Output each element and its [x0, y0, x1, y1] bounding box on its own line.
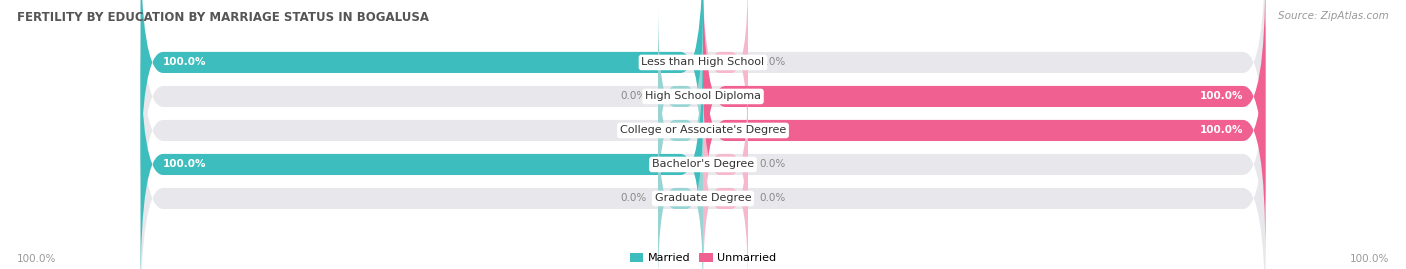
Text: 0.0%: 0.0%: [620, 125, 647, 136]
Text: 100.0%: 100.0%: [17, 254, 56, 264]
FancyBboxPatch shape: [658, 107, 703, 269]
FancyBboxPatch shape: [703, 0, 748, 154]
Text: FERTILITY BY EDUCATION BY MARRIAGE STATUS IN BOGALUSA: FERTILITY BY EDUCATION BY MARRIAGE STATU…: [17, 11, 429, 24]
Text: Less than High School: Less than High School: [641, 58, 765, 68]
Legend: Married, Unmarried: Married, Unmarried: [630, 253, 776, 263]
FancyBboxPatch shape: [141, 39, 703, 269]
Text: 0.0%: 0.0%: [759, 160, 786, 169]
FancyBboxPatch shape: [141, 0, 703, 188]
Text: 0.0%: 0.0%: [620, 91, 647, 101]
Text: Graduate Degree: Graduate Degree: [655, 193, 751, 203]
FancyBboxPatch shape: [703, 73, 748, 256]
Text: 100.0%: 100.0%: [1199, 125, 1243, 136]
FancyBboxPatch shape: [141, 73, 1265, 269]
FancyBboxPatch shape: [703, 0, 1265, 222]
Text: Source: ZipAtlas.com: Source: ZipAtlas.com: [1278, 11, 1389, 21]
Text: 100.0%: 100.0%: [1199, 91, 1243, 101]
Text: High School Diploma: High School Diploma: [645, 91, 761, 101]
FancyBboxPatch shape: [658, 39, 703, 222]
FancyBboxPatch shape: [141, 39, 1265, 269]
Text: 0.0%: 0.0%: [759, 193, 786, 203]
FancyBboxPatch shape: [141, 0, 1265, 222]
Text: College or Associate's Degree: College or Associate's Degree: [620, 125, 786, 136]
Text: Bachelor's Degree: Bachelor's Degree: [652, 160, 754, 169]
Text: 0.0%: 0.0%: [759, 58, 786, 68]
Text: 100.0%: 100.0%: [163, 58, 207, 68]
Text: 100.0%: 100.0%: [1350, 254, 1389, 264]
FancyBboxPatch shape: [703, 5, 1265, 256]
FancyBboxPatch shape: [141, 0, 1265, 188]
FancyBboxPatch shape: [141, 5, 1265, 256]
Text: 0.0%: 0.0%: [620, 193, 647, 203]
Text: 100.0%: 100.0%: [163, 160, 207, 169]
FancyBboxPatch shape: [658, 5, 703, 188]
FancyBboxPatch shape: [703, 107, 748, 269]
